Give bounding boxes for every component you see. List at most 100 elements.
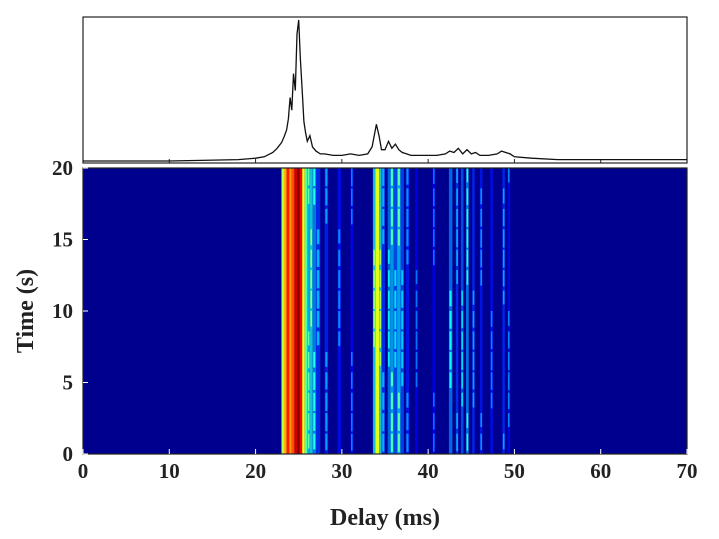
heatmap-ticks: [82, 167, 688, 455]
heatmap-speckle: [466, 208, 469, 227]
heatmap-speckle: [461, 392, 463, 407]
heatmap-band: [307, 168, 310, 454]
heatmap-speckle: [456, 188, 458, 206]
heatmap-speckle: [401, 270, 404, 286]
heatmap-speckle: [390, 433, 393, 452]
heatmap-band: [502, 168, 505, 454]
heatmap-speckle: [316, 270, 320, 289]
heatmap-speckle: [397, 229, 400, 246]
heatmap-speckle: [310, 311, 312, 327]
heatmap-band: [286, 168, 290, 454]
heatmap-speckle: [316, 311, 320, 328]
heatmap-speckle: [502, 270, 505, 287]
heatmap-speckle: [382, 168, 385, 187]
heatmap-speckle: [338, 270, 341, 289]
heatmap-speckle: [480, 249, 482, 268]
heatmap-speckle: [338, 290, 341, 309]
heatmap-speckle: [508, 311, 510, 326]
heatmap-speckle: [316, 249, 320, 267]
heatmap-speckle: [307, 351, 310, 369]
delay-profile-line: [83, 19, 687, 162]
heatmap-speckle: [456, 229, 458, 248]
heatmap-speckle: [379, 351, 382, 366]
heatmap-speckle: [490, 311, 493, 327]
heatmap-speckle: [461, 311, 463, 329]
heatmap-speckle: [394, 270, 397, 286]
heatmap-speckle: [461, 290, 463, 306]
heatmap-band: [455, 168, 459, 454]
y-tick-label: 15: [52, 228, 73, 252]
heatmap-speckle: [351, 188, 353, 206]
delay-profile-frame: [82, 16, 688, 164]
heatmap-speckle: [472, 290, 475, 305]
heatmap-speckle: [406, 229, 409, 247]
heatmap-band: [289, 168, 292, 454]
heatmap-speckle: [502, 433, 505, 450]
heatmap-band: [299, 168, 303, 454]
heatmap-speckle: [307, 168, 310, 186]
heatmap-speckle: [379, 270, 382, 288]
heatmap-speckle: [490, 372, 493, 390]
heatmap-speckle: [351, 351, 353, 366]
heatmap-speckle: [480, 208, 482, 227]
heatmap-speckle: [313, 372, 316, 390]
heatmap-speckle: [397, 208, 400, 227]
heatmap-speckle: [415, 372, 418, 388]
heatmap-band: [432, 168, 436, 454]
heatmap-speckle: [433, 433, 435, 452]
heatmap-speckle: [433, 188, 435, 207]
heatmap-band: [291, 168, 295, 454]
heatmap-speckle: [316, 229, 320, 245]
heatmap-speckle: [325, 413, 328, 432]
heatmap-speckle: [461, 331, 463, 350]
heatmap-speckle: [466, 270, 469, 285]
heatmap-speckle: [415, 270, 418, 285]
heatmap-speckle: [433, 208, 435, 228]
heatmap-speckle: [313, 433, 316, 450]
heatmap-speckle: [406, 249, 409, 265]
heatmap-band: [466, 168, 469, 454]
heatmap-speckle: [382, 208, 385, 226]
heatmap-speckle: [490, 392, 493, 409]
x-tick-label: 20: [245, 459, 266, 483]
heatmap-speckle: [316, 331, 320, 346]
heatmap-speckle: [433, 392, 435, 407]
heatmap-speckle: [373, 311, 375, 329]
heatmap-speckle: [433, 229, 435, 247]
heatmap-speckle: [433, 168, 435, 184]
heatmap-panel: 0 10 20 30 40 50 60 70 0 5 10 15 20: [52, 156, 698, 483]
x-tick-label: 70: [677, 459, 698, 483]
heatmap-speckle: [415, 311, 418, 330]
heatmap-speckle: [388, 290, 390, 309]
heatmap-speckle: [397, 392, 400, 409]
heatmap-speckle: [406, 413, 409, 431]
heatmap-speckle: [379, 311, 382, 329]
heatmap-speckle: [406, 168, 409, 185]
heatmap-speckle: [433, 249, 435, 266]
heatmap-speckle: [415, 351, 418, 369]
heatmap-speckle: [373, 290, 375, 309]
heatmap-speckle: [401, 331, 404, 350]
heatmap-band: [294, 168, 297, 454]
heatmap-speckle: [456, 168, 458, 184]
heatmap-speckle: [310, 270, 312, 289]
heatmap-speckle: [456, 208, 458, 228]
heatmap-speckle: [325, 433, 328, 451]
heatmap-speckle: [390, 413, 393, 432]
heatmap-speckle: [397, 433, 400, 452]
heatmap-speckle: [480, 270, 482, 286]
heatmap-speckle: [508, 331, 510, 349]
heatmap-band: [304, 168, 308, 454]
heatmap-speckle: [390, 188, 393, 207]
heatmap-speckle: [351, 372, 353, 389]
heatmap-speckle: [390, 392, 393, 410]
heatmap-speckle: [472, 351, 475, 371]
heatmap-band: [479, 168, 483, 454]
heatmap-speckle: [508, 413, 510, 428]
heatmap-band: [302, 168, 305, 454]
heatmap-speckle: [397, 188, 400, 207]
heatmap-speckle: [508, 168, 510, 183]
heatmap-speckle: [351, 433, 353, 451]
heatmap-speckle: [390, 168, 393, 186]
